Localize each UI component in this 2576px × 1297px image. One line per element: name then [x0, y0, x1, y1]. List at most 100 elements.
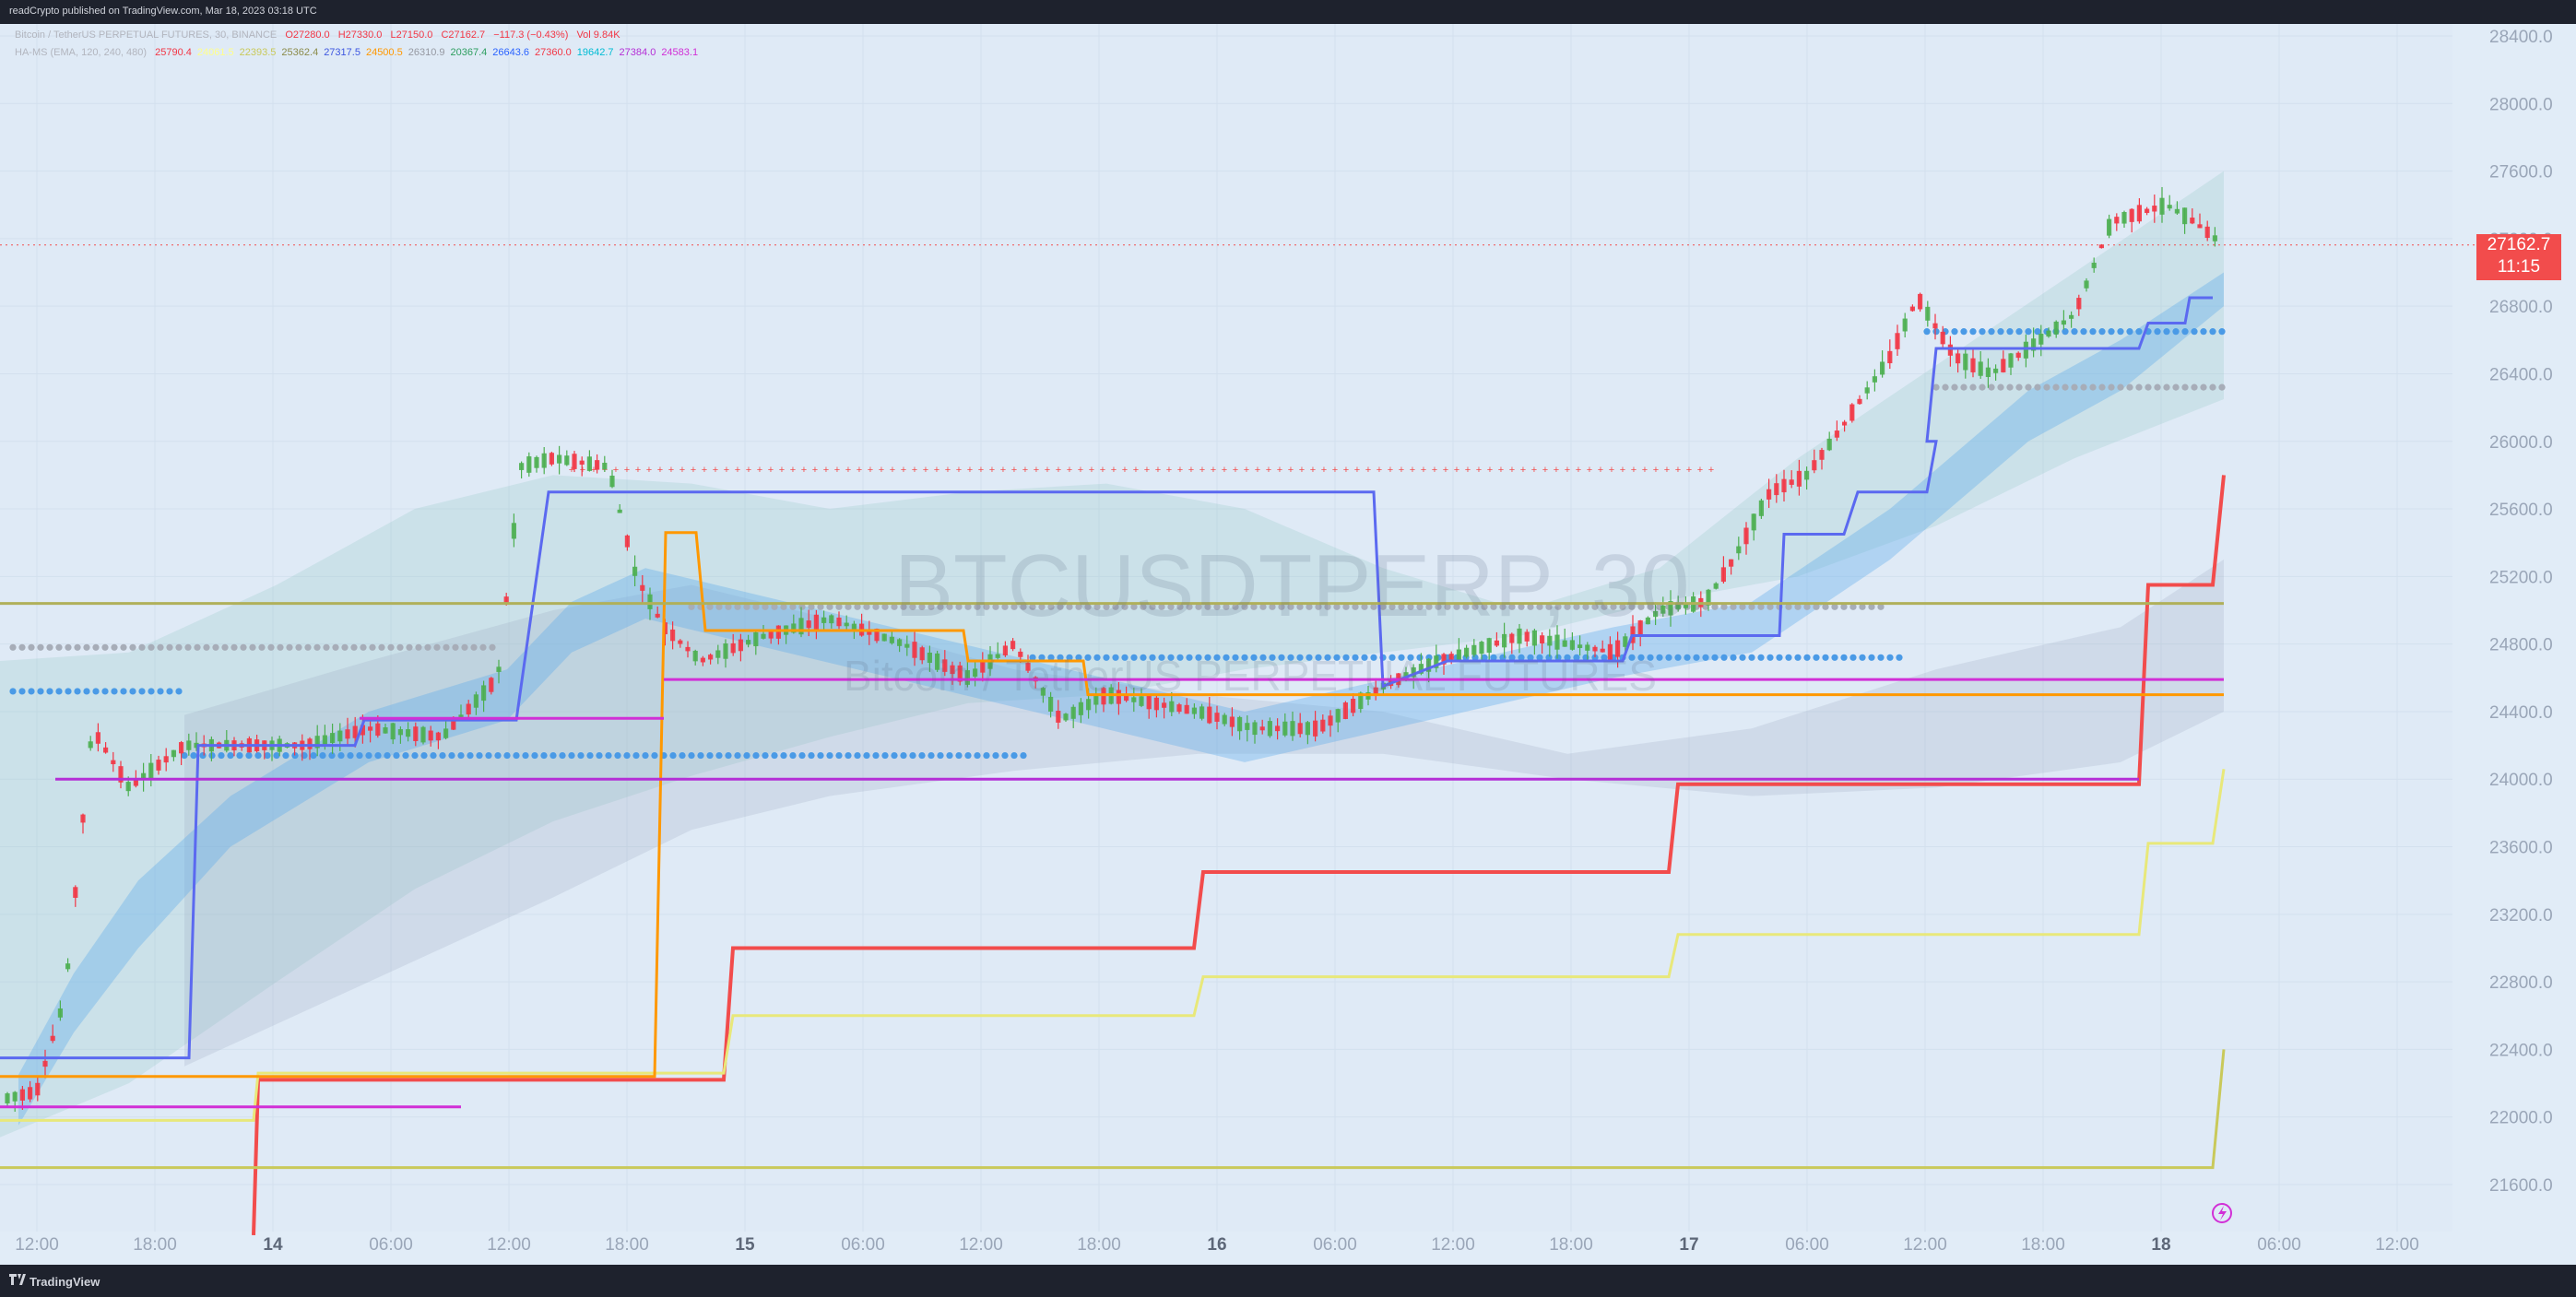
dotted-level-blue [697, 751, 704, 760]
dotted-level-blue [577, 751, 585, 760]
dotted-level-blue [1471, 654, 1479, 661]
dotted-level-blue [1739, 654, 1746, 661]
dotted-level-blue [623, 751, 631, 760]
dotted-level-blue [1684, 654, 1691, 661]
dotted-level-gray [1527, 603, 1534, 610]
dotted-level-blue [1536, 654, 1543, 661]
x-tick-label: 15 [735, 1235, 755, 1255]
candle-body [133, 778, 138, 786]
dotted-level-blue [1047, 654, 1055, 661]
dotted-level-blue [771, 751, 778, 760]
dotted-level-gray [1223, 603, 1230, 610]
dotted-level-blue [448, 751, 455, 760]
dotted-level-gray [175, 643, 183, 651]
candle-body [1176, 704, 1182, 713]
dotted-level-gray [120, 643, 127, 651]
dotted-level-red: + [912, 465, 917, 476]
x-tick-label: 18:00 [1549, 1235, 1593, 1255]
dotted-level-gray [221, 643, 229, 651]
dotted-level-gray [937, 603, 944, 610]
y-tick-label: 24800.0 [2489, 636, 2553, 655]
candle-body [829, 615, 834, 624]
dotted-level-blue [1960, 328, 1967, 336]
legend-indicator-value: 26310.9 [408, 47, 445, 58]
candle-body [1464, 647, 1470, 657]
dotted-level-red: + [1332, 465, 1338, 476]
dotted-level-gray [1619, 603, 1626, 610]
dotted-level-gray [1038, 603, 1046, 610]
dotted-level-gray [688, 603, 695, 610]
dotted-level-blue [992, 751, 999, 760]
legend-symbol[interactable]: Bitcoin / TetherUS PERPETUAL FUTURES, 30… [15, 29, 278, 41]
dotted-level-gray [2126, 383, 2133, 391]
bar-countdown: 11:15 [2497, 257, 2541, 277]
dotted-level-blue [1259, 654, 1267, 661]
dotted-level-blue [2172, 328, 2180, 336]
candle-body [1826, 438, 1832, 451]
dotted-level-blue [955, 751, 963, 760]
candle-body [57, 1008, 63, 1018]
dotted-level-blue [1822, 654, 1829, 661]
candle-body [957, 665, 963, 682]
legend-indicator-row[interactable]: HA-MS (EMA, 120, 240, 480) 25790.4 24061.… [15, 47, 703, 58]
dotted-level-blue [273, 751, 280, 760]
dotted-level-blue [1591, 654, 1599, 661]
dotted-level-gray [2200, 383, 2207, 391]
dotted-level-blue [2200, 328, 2207, 336]
dotted-level-gray [928, 603, 935, 610]
watermark-ticker: BTCUSDTPERP, 30 [894, 536, 1690, 635]
candle-body [708, 654, 714, 660]
dotted-level-red: + [713, 465, 718, 476]
dotted-level-gray [2043, 383, 2050, 391]
dotted-level-red: + [989, 465, 995, 476]
dotted-level-gray [2052, 383, 2060, 391]
dotted-level-gray [872, 603, 880, 610]
candle-body [640, 584, 645, 591]
y-tick-label: 26000.0 [2489, 433, 2553, 453]
dotted-level-blue [1896, 654, 1903, 661]
chart-svg[interactable]: 28400.028000.027600.027200.026800.026400… [0, 24, 2576, 1265]
candle-body [1214, 713, 1220, 722]
dotted-level-blue [37, 688, 44, 695]
dotted-level-gray [1278, 603, 1285, 610]
candle-body [1895, 333, 1900, 349]
dotted-level-red: + [757, 465, 762, 476]
candle-body [738, 639, 743, 652]
dotted-level-gray [789, 603, 797, 610]
dotted-level-gray [983, 603, 990, 610]
plot-background [0, 24, 2452, 1232]
x-tick-label: 12:00 [1903, 1235, 1947, 1255]
dotted-level-red: + [668, 465, 674, 476]
dotted-level-gray [1186, 603, 1193, 610]
dotted-level-gray [184, 643, 192, 651]
dotted-level-blue [928, 751, 935, 760]
candle-body [851, 623, 857, 631]
dotted-level-red: + [1188, 465, 1194, 476]
candle-body [1849, 404, 1855, 421]
candle-body [194, 742, 199, 749]
dotted-level-blue [845, 751, 852, 760]
dotted-level-red: + [868, 465, 873, 476]
dotted-level-blue [1886, 654, 1894, 661]
dotted-level-gray [909, 603, 916, 610]
chart-area[interactable]: 28400.028000.027600.027200.026800.026400… [0, 24, 2576, 1265]
dotted-level-gray [1822, 603, 1829, 610]
x-tick-label: 06:00 [1785, 1235, 1829, 1255]
dotted-level-red: + [679, 465, 685, 476]
legend-close: C27162.7 [441, 29, 486, 41]
dotted-level-blue [937, 751, 944, 760]
candle-body [2001, 359, 2006, 372]
candle-body [1947, 344, 1953, 356]
dotted-level-gray [1306, 603, 1313, 610]
published-text: readCrypto published on TradingView.com,… [9, 6, 317, 17]
dotted-level-blue [1564, 654, 1571, 661]
legend-indicator-value: 25790.4 [155, 47, 192, 58]
legend-symbol-row[interactable]: Bitcoin / TetherUS PERPETUAL FUTURES, 30… [15, 29, 626, 41]
dotted-level-blue [651, 751, 658, 760]
dotted-level-gray [304, 643, 312, 651]
legend-indicator-name[interactable]: HA-MS (EMA, 120, 240, 480) [15, 47, 148, 58]
legend-indicator-value: 19642.7 [576, 47, 614, 58]
dotted-level-blue [679, 751, 686, 760]
dotted-level-blue [1969, 328, 1977, 336]
dotted-level-red: + [1199, 465, 1205, 476]
